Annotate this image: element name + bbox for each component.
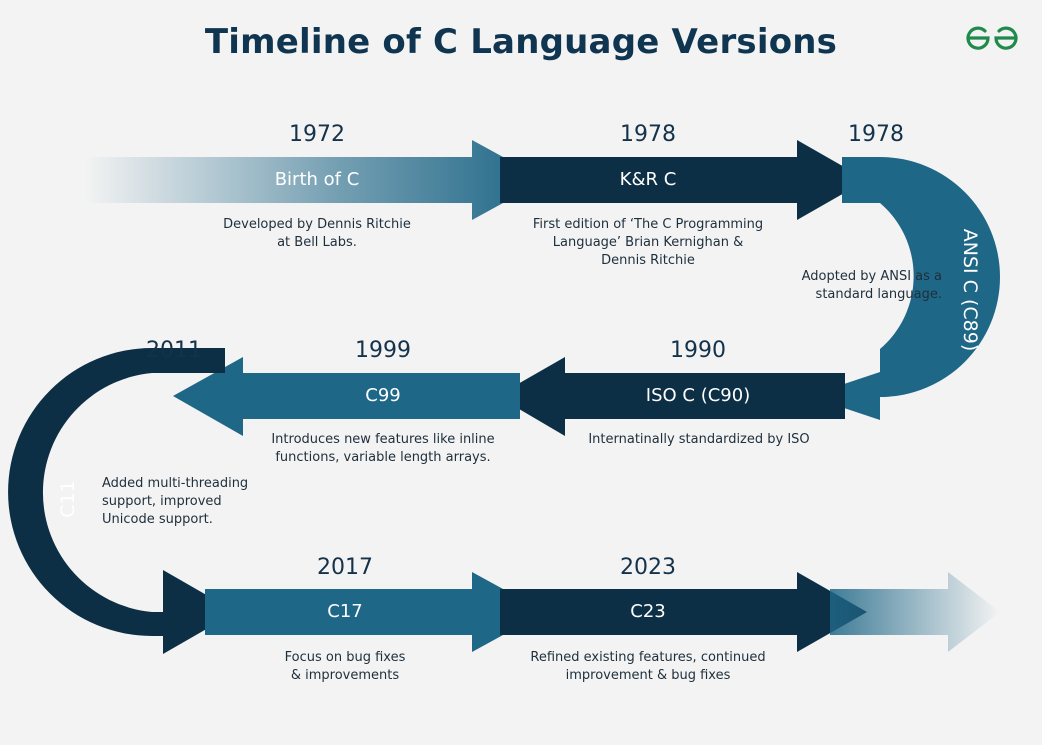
label-iso-c: ISO C (C90): [645, 385, 751, 406]
year-birth-of-c: 1972: [289, 122, 345, 147]
label-c99: C99: [365, 385, 401, 406]
arrow-c23: [500, 572, 867, 652]
arrow-future-fade: [830, 572, 1000, 652]
year-c23: 2023: [620, 555, 676, 580]
year-c11: 2011: [146, 338, 202, 363]
desc-c11: Added multi-threading support, improved Un…: [102, 476, 249, 527]
year-ansi-c: 1978: [848, 122, 904, 147]
desc-iso-c: Internatinally standardized by ISO: [588, 432, 810, 447]
label-c17: C17: [327, 601, 363, 622]
arrow-c17: [205, 572, 545, 652]
year-c99: 1999: [355, 338, 411, 363]
year-kr-c: 1978: [620, 122, 676, 147]
arrow-c99: [173, 357, 520, 436]
gfg-logo-icon: [966, 26, 1018, 50]
desc-kr-c: First edition of ‘The C Programming Langu…: [532, 217, 764, 268]
arrow-c11-curve: [8, 348, 237, 654]
desc-ansi-c: Adopted by ANSI as a standard language.: [801, 269, 942, 302]
desc-birth-of-c: Developed by Dennis Ritchie at Bell Labs.: [223, 217, 411, 250]
arrow-birth-of-c: [85, 140, 545, 220]
page-title: Timeline of C Language Versions: [204, 22, 838, 62]
arrow-ansi-c-curve: [808, 157, 1000, 420]
label-kr-c: K&R C: [619, 169, 677, 190]
desc-c99: Introduces new features like inline funct…: [271, 432, 495, 465]
label-ansi-c: ANSI C (C89): [959, 228, 981, 352]
arrow-iso-c: [497, 357, 845, 436]
label-c11: C11: [57, 480, 79, 518]
arrow-kr-c: [500, 140, 867, 220]
year-iso-c: 1990: [670, 338, 726, 363]
desc-c17: Focus on bug fixes & improvements: [284, 650, 406, 683]
label-c23: C23: [630, 601, 666, 622]
label-birth-of-c: Birth of C: [274, 169, 360, 190]
desc-c23: Refined existing features, continued impr…: [530, 650, 766, 683]
year-c17: 2017: [317, 555, 373, 580]
